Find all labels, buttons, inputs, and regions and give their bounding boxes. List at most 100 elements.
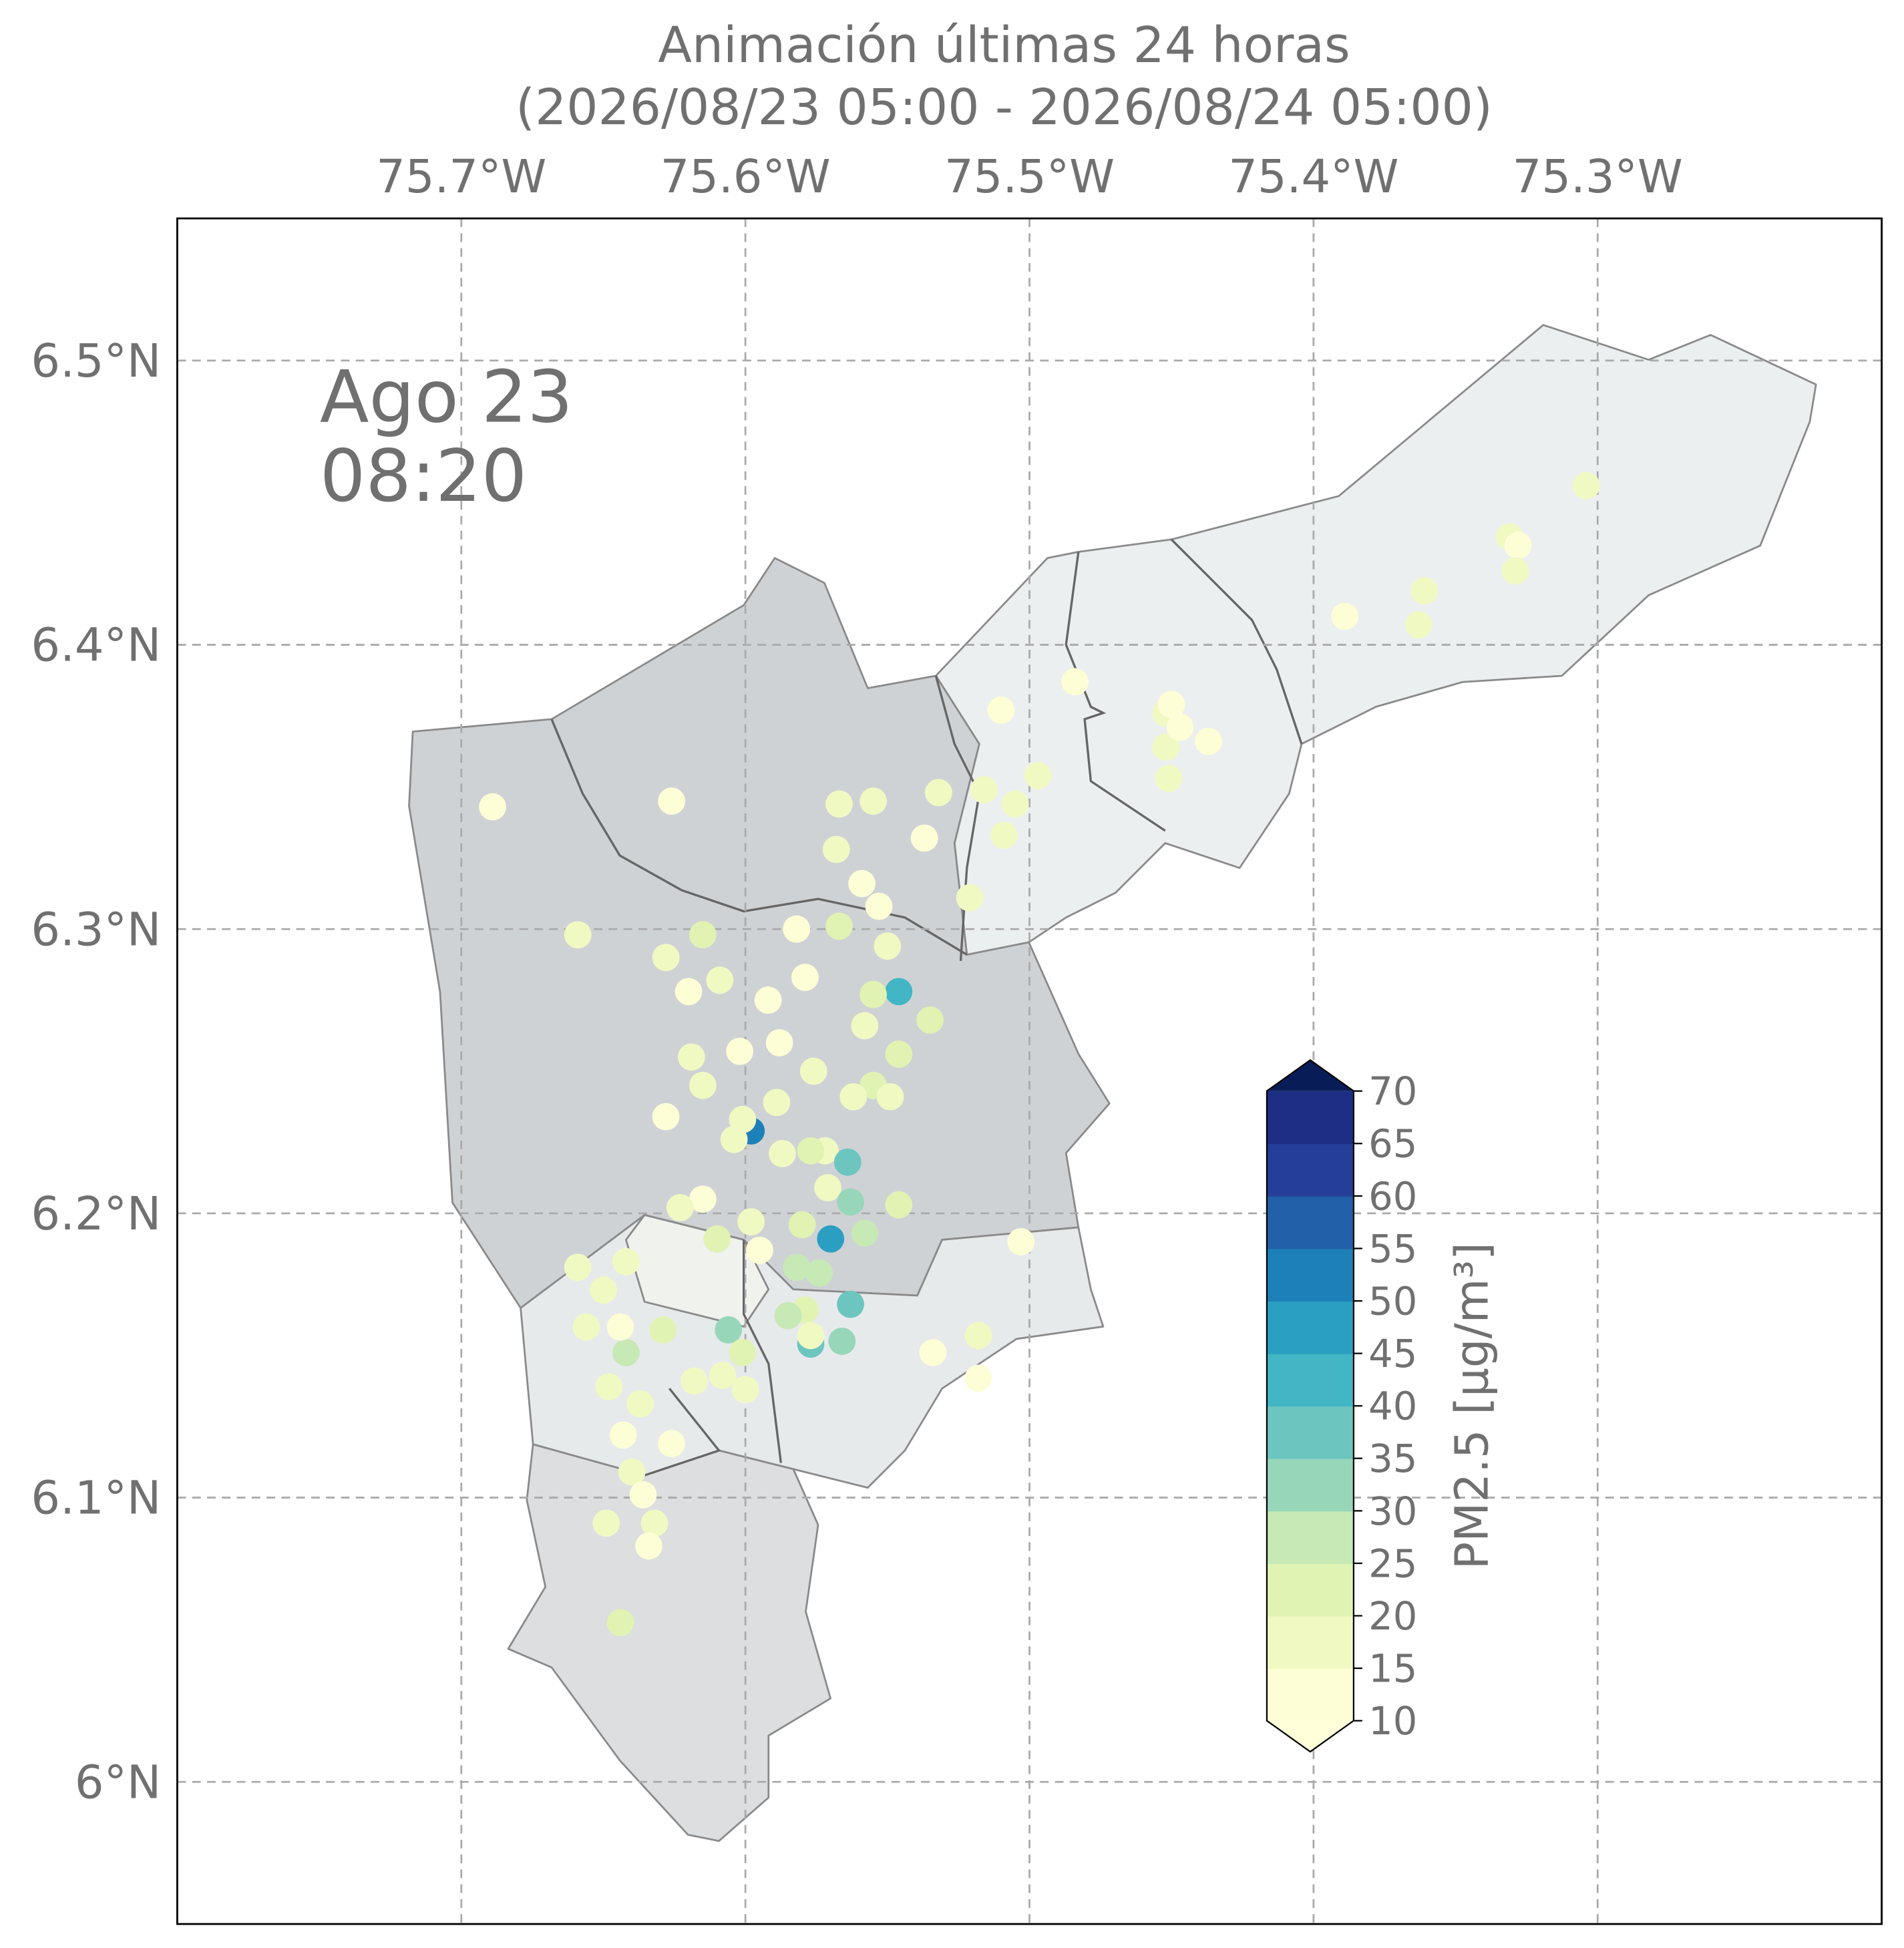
station-point [837,1290,864,1318]
colorbar-bin [1266,1668,1354,1722]
colorbar-bin [1266,1195,1354,1249]
station-point [774,1302,802,1330]
station-point [1001,790,1029,818]
station-point [987,697,1015,724]
station-point [828,1328,856,1355]
station-point [860,787,887,815]
x-tick-label: 75.4°W [1228,150,1398,204]
station-point [1404,611,1433,639]
station-point [1504,532,1532,559]
station-point [860,980,887,1008]
y-tick-label: 6.5°N [31,335,161,388]
station-point [1152,733,1180,761]
station-point [956,884,984,912]
station-point [814,1174,841,1202]
colorbar-tick-label: 20 [1368,1594,1417,1639]
colorbar-bin [1266,1511,1354,1564]
y-tick-label: 6.2°N [31,1187,161,1241]
station-point [919,1339,947,1366]
stations [479,471,1600,1637]
station-point [865,892,893,920]
station-point [805,1259,833,1287]
station-point [797,1137,825,1165]
station-point [783,1253,811,1282]
y-tick-label: 6.3°N [31,903,161,956]
station-point [1157,691,1185,719]
colorbar-tick-label: 45 [1368,1332,1417,1376]
colorbar-tick-label: 65 [1368,1122,1417,1167]
station-point [592,1509,620,1537]
station-point [649,1316,677,1344]
region [507,1443,831,1842]
station-point [720,1125,748,1153]
station-point [703,1225,731,1253]
x-tick-label: 75.7°W [376,150,546,204]
colorbar-tick-label: 25 [1368,1541,1417,1586]
colorbar-tick-label: 40 [1368,1384,1417,1429]
colorbar-bin [1266,1615,1354,1670]
colorbar: 10 15 20 25 30 35 40 45 50 55 60 65 70 PM2.5 [μg/m³] [1266,1058,1499,1753]
station-point [652,1103,680,1131]
station-point [964,1322,992,1350]
station-point [916,1006,944,1034]
boundary [550,719,968,956]
colorbar-bin [1266,1248,1354,1302]
colorbar-bin [1266,1353,1354,1407]
colorbar-bin [1266,1301,1354,1354]
subtitle: (2026/08/23 05:00 - 2026/08/24 05:00) [516,78,1493,136]
colorbar-tick-label: 60 [1368,1174,1417,1219]
colorbar-over [1266,1060,1354,1091]
station-point [658,1430,685,1458]
station-point [640,1509,669,1537]
station-point [729,1339,757,1366]
x-tick-label: 75.5°W [944,150,1115,204]
station-point [910,824,938,852]
station-point [612,1339,640,1366]
station-point [737,1208,765,1236]
region [934,324,1817,956]
station-point [479,793,506,821]
station-point [848,869,876,898]
colorbar-tick-label: 15 [1368,1647,1417,1692]
station-point [618,1458,646,1486]
station-point [964,1364,992,1392]
station-point [609,1421,637,1449]
station-point [666,1193,694,1221]
station-point [1501,557,1529,585]
station-point [1155,765,1183,793]
station-point [754,986,782,1014]
station-point [825,790,853,818]
station-point [1007,1228,1035,1255]
colorbar-tick-label: 50 [1368,1279,1417,1324]
station-point [765,1029,793,1056]
station-point [791,964,819,992]
station-point [839,1083,868,1111]
station-point [689,1071,717,1099]
station-point [797,1322,825,1350]
station-point [769,1140,796,1167]
station-point [885,978,913,1006]
boundary [743,1239,783,1463]
station-point [572,1313,600,1341]
station-point [837,1188,864,1216]
station-point [612,1247,640,1276]
colorbar-bin [1266,1143,1354,1197]
y-tick-label: 6°N [75,1756,161,1809]
station-point [990,821,1018,849]
station-point [677,1043,705,1071]
plot-frame [176,217,1883,1925]
station-point [1195,727,1222,755]
boundary [1065,552,1166,832]
y-tick-label: 6.1°N [31,1472,161,1525]
station-point [1166,713,1194,741]
station-point [564,1253,592,1282]
boundary [644,1388,721,1477]
station-point [681,1367,708,1395]
station-point [595,1373,623,1400]
station-point [924,779,952,807]
colorbar-label: PM2.5 [μg/m³] [1445,1242,1499,1569]
station-point [1410,577,1439,605]
station-point [885,1191,913,1219]
station-point [763,1089,791,1117]
station-point [658,787,685,815]
